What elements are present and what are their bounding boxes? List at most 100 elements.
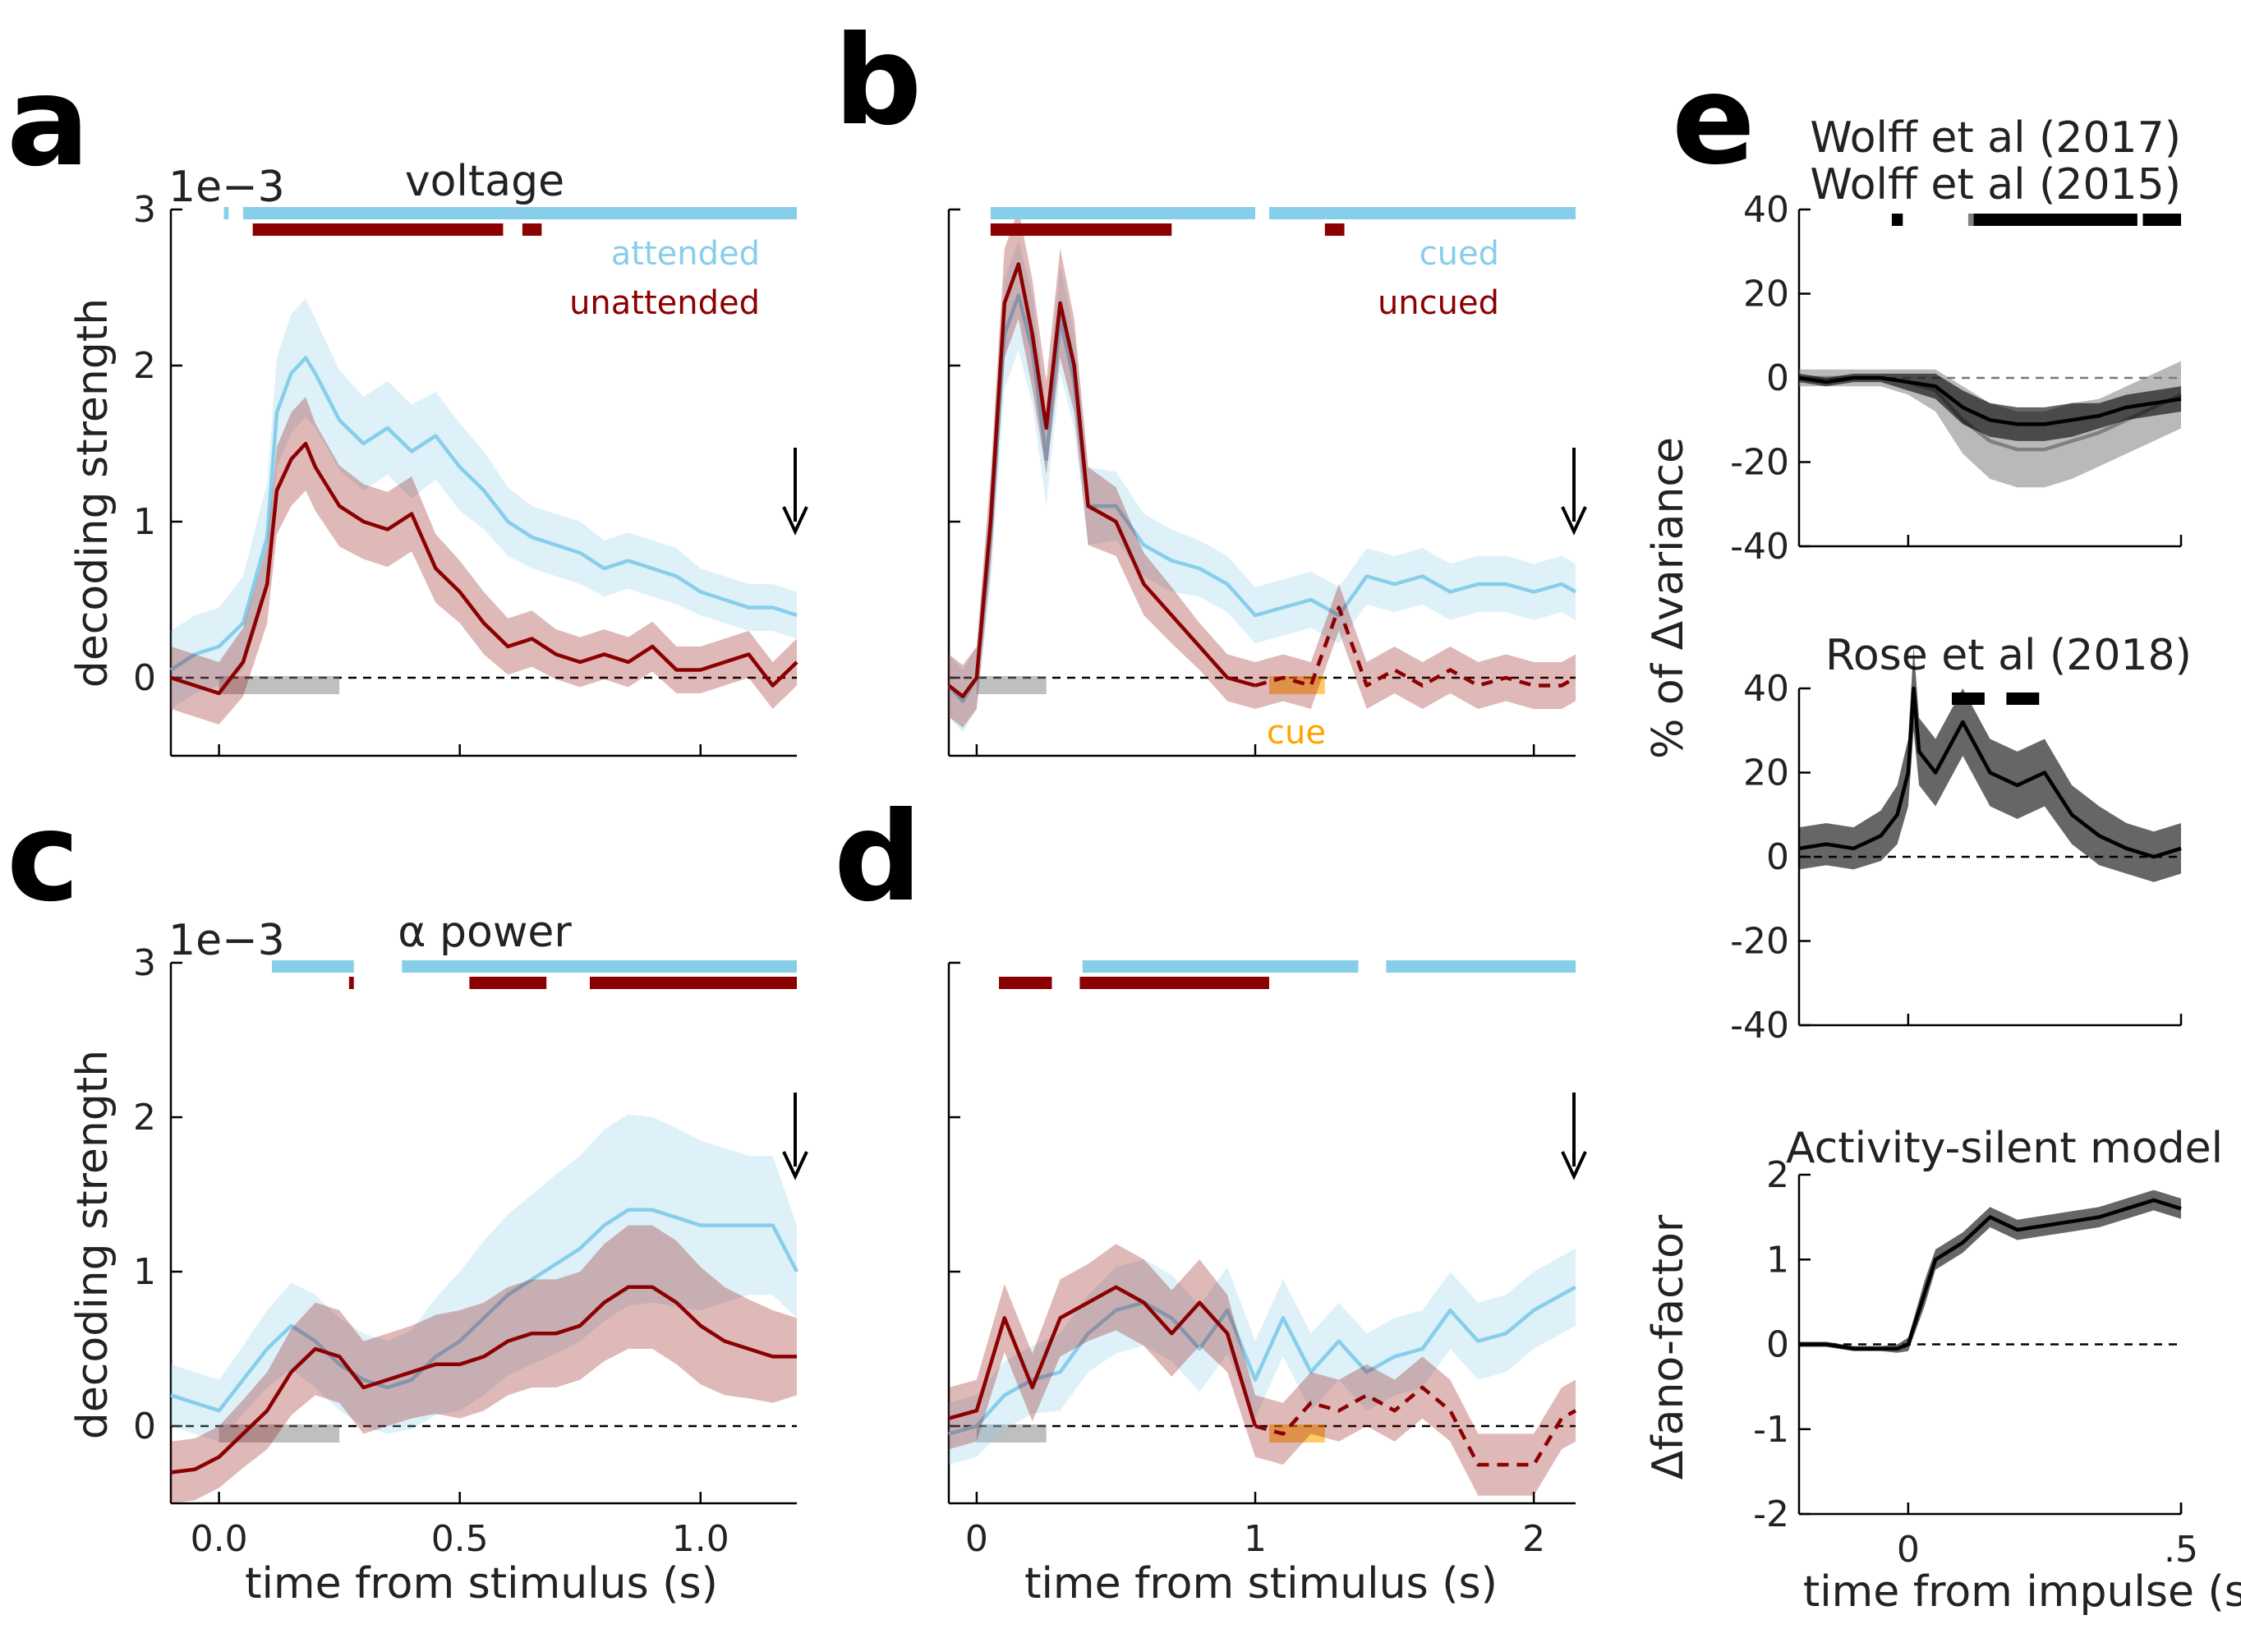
legend-wolff-2015: Wolff et al (2015) [1810, 160, 2181, 209]
panel-a: 0 1 2 3 [133, 189, 808, 757]
stimulus-bar [976, 676, 1047, 694]
series-line [170, 1208, 798, 1413]
significance-bar [1891, 214, 1903, 226]
x-tick-label: 0.0 [191, 1518, 248, 1560]
ci-band [171, 1114, 797, 1442]
y-tick-label: -1 [1753, 1409, 1789, 1451]
significance-bar [242, 207, 797, 219]
significance-bar [402, 960, 797, 973]
panel-e3: -2 -1 0 1 2 0 .5 [1753, 1154, 2198, 1571]
panel-c-scale-note: 1e−3 [168, 916, 285, 965]
y-tick-label: 40 [1743, 189, 1789, 231]
significance-bar [1952, 693, 1985, 705]
series-line [948, 1285, 1577, 1436]
ci-band [949, 1244, 1576, 1496]
y-tick-label: 0 [133, 657, 156, 699]
panel-a-title: voltage [405, 157, 564, 206]
x-tick-label: 0 [965, 1518, 988, 1560]
ci-band [1799, 1190, 2181, 1353]
cue-bar [1268, 1424, 1325, 1443]
panel-e-ylabel-variance: % of Δvariance [1644, 437, 1693, 759]
panel-e1: -40 -20 0 20 40 [1730, 189, 2183, 568]
series-line [1798, 375, 2182, 426]
significance-bar [522, 223, 542, 236]
cue-label: cue [1267, 714, 1326, 752]
significance-bar [990, 223, 1172, 236]
legend-attended: attended [611, 235, 760, 273]
y-tick-label: 2 [1766, 1154, 1789, 1196]
significance-bar [469, 977, 547, 989]
series-line [170, 1285, 797, 1475]
panel-c-xlabel: time from stimulus (s) [245, 1559, 718, 1608]
panel-c: 0 1 2 3 0.0 0.5 1.0 [133, 942, 808, 1560]
significance-bar [272, 960, 354, 973]
down-arrow-icon [782, 1151, 808, 1180]
x-tick-label: 1 [1244, 1518, 1267, 1560]
panel-d: 0 1 2 [947, 960, 1587, 1560]
y-tick-label: 20 [1743, 274, 1789, 315]
down-arrow-icon [1561, 1151, 1587, 1180]
ci-band [171, 1225, 797, 1503]
ci-band [949, 241, 1576, 733]
stimulus-bar [219, 676, 340, 694]
series-line [947, 293, 1577, 703]
panel-letter-d: d [834, 786, 922, 929]
significance-bar [999, 977, 1052, 989]
significance-bar [252, 223, 504, 236]
x-tick-label: 1.0 [672, 1518, 729, 1560]
y-tick-label: 3 [133, 942, 156, 984]
y-tick-label: 20 [1743, 752, 1789, 794]
legend-uncued: uncued [1378, 284, 1499, 322]
significance-bar [1386, 960, 1576, 973]
panel-e2: -40 -20 0 20 40 [1730, 646, 2183, 1047]
significance-bar [990, 207, 1256, 219]
significance-bar [2142, 214, 2181, 226]
series-line [947, 262, 1256, 699]
significance-bar [589, 977, 797, 989]
y-tick-label: -2 [1753, 1493, 1789, 1535]
y-tick-label: 0 [133, 1406, 156, 1447]
panel-b [947, 207, 1587, 757]
significance-bar [1324, 223, 1345, 236]
y-tick-label: -20 [1730, 921, 1789, 963]
y-tick-label: 1 [1766, 1239, 1789, 1281]
y-tick-label: 2 [133, 345, 156, 387]
down-arrow-icon [782, 506, 808, 536]
panel-d-xlabel: time from stimulus (s) [1024, 1559, 1498, 1608]
series-line [948, 1285, 1258, 1427]
panel-e3-title: Activity-silent model [1786, 1124, 2223, 1173]
panel-a-ylabel: decoding strength [68, 298, 117, 688]
panel-letter-c: c [7, 786, 80, 929]
panel-c-ylabel: decoding strength [68, 1050, 117, 1439]
ci-band [949, 209, 1576, 728]
series-line [1254, 605, 1577, 688]
panel-letter-a: a [7, 51, 90, 194]
significance-bar [2006, 693, 2040, 705]
significance-bar [223, 207, 229, 219]
significance-bar [1079, 977, 1269, 989]
y-tick-label: 1 [133, 1251, 156, 1293]
series-line [1799, 1198, 2182, 1351]
panel-c-title: α power [398, 908, 572, 957]
down-arrow-icon [1561, 506, 1587, 536]
y-tick-label: -40 [1730, 1005, 1789, 1047]
y-tick-label: 3 [133, 189, 156, 231]
panel-letter-e: e [1672, 49, 1756, 192]
panel-e-ylabel-fano: Δfano-factor [1644, 1214, 1693, 1479]
ci-band [171, 298, 797, 709]
y-tick-label: 1 [133, 501, 156, 543]
series-line [169, 356, 798, 672]
significance-bar [1268, 207, 1576, 219]
significance-bar [348, 977, 354, 989]
y-tick-label: 0 [1766, 836, 1789, 878]
ci-band [171, 397, 797, 725]
x-tick-label: 0.5 [431, 1518, 489, 1560]
legend-wolff-2017: Wolff et al (2017) [1810, 113, 2181, 163]
significance-bar [1082, 960, 1359, 973]
y-tick-label: 40 [1743, 668, 1789, 710]
panel-e-xlabel: time from impulse (s) [1803, 1567, 2241, 1617]
y-tick-label: 0 [1766, 1324, 1789, 1366]
legend-cued: cued [1420, 235, 1499, 273]
y-tick-label: -20 [1730, 442, 1789, 484]
